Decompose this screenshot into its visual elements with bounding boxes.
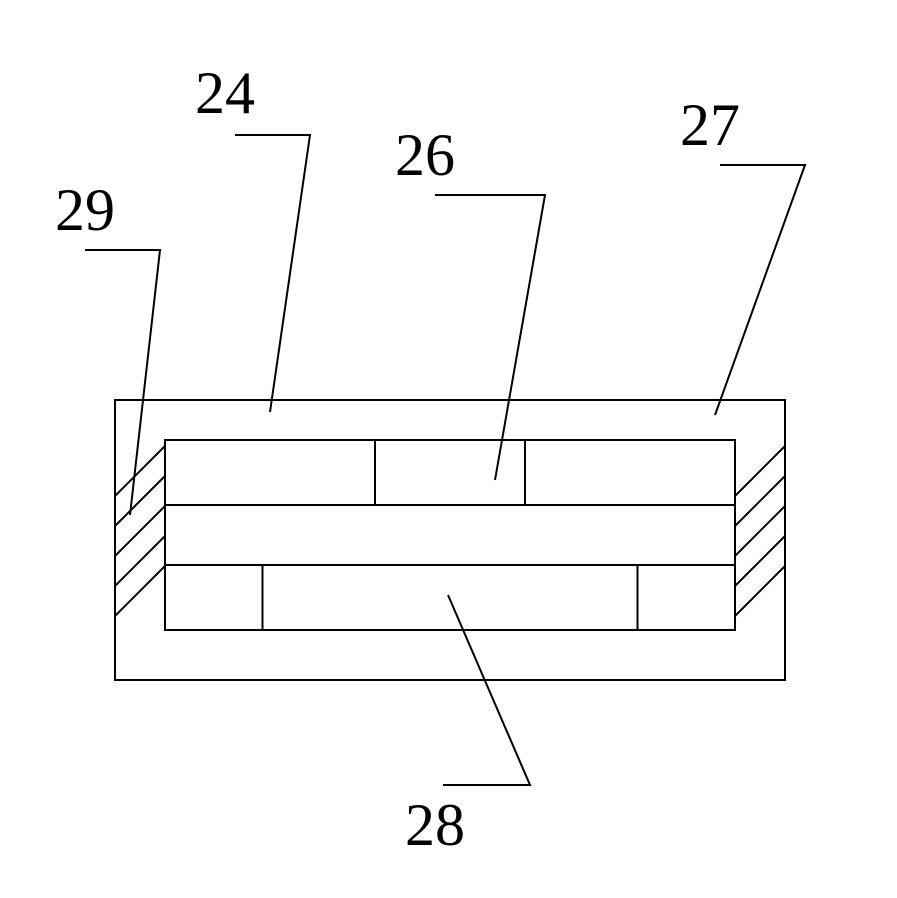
label-text: 28 bbox=[405, 792, 465, 858]
label-text: 29 bbox=[55, 177, 115, 243]
label-text: 24 bbox=[195, 60, 255, 126]
leader-line bbox=[435, 195, 545, 480]
hatching bbox=[115, 446, 165, 616]
leader-line bbox=[85, 250, 160, 515]
hatching bbox=[735, 446, 785, 616]
label-24: 24 bbox=[195, 60, 310, 412]
label-text: 27 bbox=[680, 92, 740, 158]
label-27: 27 bbox=[680, 92, 805, 415]
label-text: 26 bbox=[395, 122, 455, 188]
top-slot bbox=[375, 440, 525, 505]
leader-line bbox=[715, 165, 805, 415]
outer-housing bbox=[115, 400, 785, 680]
leader-line bbox=[235, 135, 310, 412]
leader-line bbox=[443, 595, 530, 785]
technical-diagram: 29 24 26 27 28 bbox=[0, 0, 897, 898]
label-28: 28 bbox=[405, 595, 530, 858]
label-26: 26 bbox=[395, 122, 545, 480]
label-29: 29 bbox=[55, 177, 160, 515]
